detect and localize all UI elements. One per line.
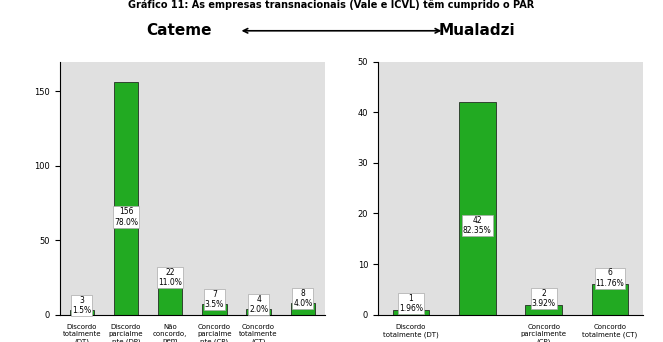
Bar <box>290 303 315 315</box>
Bar <box>70 310 94 315</box>
Bar <box>459 102 495 315</box>
Bar <box>526 304 562 315</box>
Text: 7
3.5%: 7 3.5% <box>205 290 224 310</box>
Text: 156
78.0%: 156 78.0% <box>114 207 138 227</box>
Bar <box>158 282 182 315</box>
Bar <box>202 304 227 315</box>
Text: Mualadzi: Mualadzi <box>439 23 516 38</box>
Text: Gráfico 11: As empresas transnacionais (Vale e ICVL) têm cumprido o PAR: Gráfico 11: As empresas transnacionais (… <box>129 0 534 11</box>
Text: 1
1.96%: 1 1.96% <box>399 294 423 313</box>
Text: 4
2.0%: 4 2.0% <box>249 294 268 314</box>
Text: 42
82.35%: 42 82.35% <box>463 216 492 235</box>
Text: Cateme: Cateme <box>147 23 211 38</box>
Bar <box>392 310 430 315</box>
Text: 2
3.92%: 2 3.92% <box>532 289 556 308</box>
Text: 3
1.5%: 3 1.5% <box>72 296 91 315</box>
Text: 8
4.0%: 8 4.0% <box>293 289 312 308</box>
Text: 22
11.0%: 22 11.0% <box>158 268 182 287</box>
Bar <box>247 309 271 315</box>
Text: 6
11.76%: 6 11.76% <box>595 268 625 288</box>
Bar <box>591 284 629 315</box>
Bar <box>114 82 138 315</box>
